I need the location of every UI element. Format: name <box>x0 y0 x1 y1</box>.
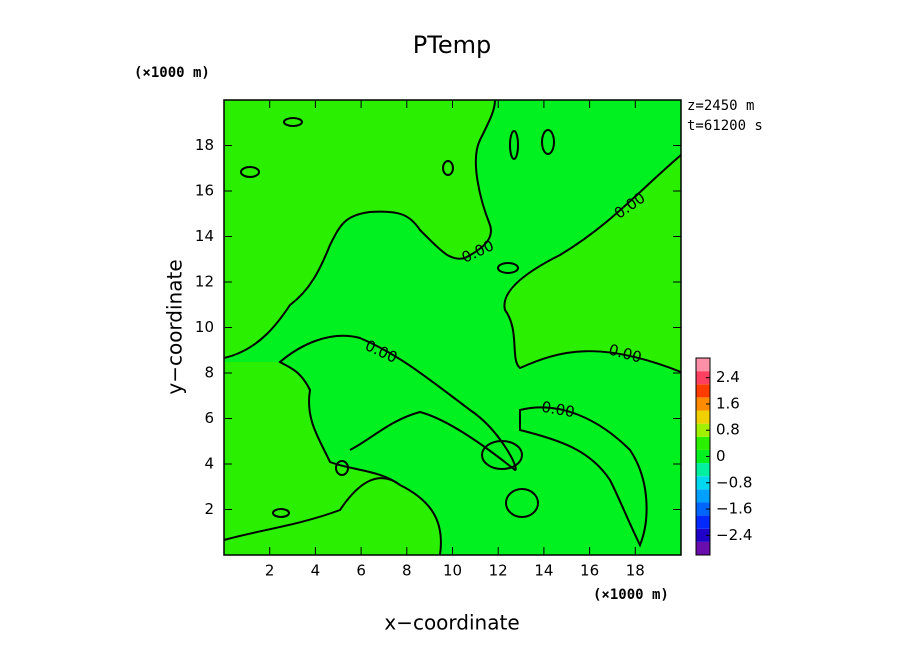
y-axis-label: y−coordinate <box>163 259 187 394</box>
y-tick-label: 2 <box>204 500 214 518</box>
y-tick-label: 16 <box>195 182 214 200</box>
colorbar-tick-label: −2.4 <box>716 526 752 544</box>
y-tick-label: 8 <box>204 364 214 382</box>
contour-line <box>505 488 539 518</box>
colorbar-band <box>696 436 710 450</box>
annotation: z=2450 m <box>687 98 754 114</box>
x-axis-label: x−coordinate <box>384 611 519 635</box>
colorbar-band <box>696 515 710 529</box>
colorbar-band <box>696 541 710 555</box>
x-tick-label: 4 <box>311 562 321 580</box>
y-tick-label: 14 <box>195 227 214 245</box>
colorbar-band <box>696 358 710 372</box>
colorbar-band <box>696 410 710 424</box>
y-tick-label: 12 <box>195 273 214 291</box>
x-tick-label: 14 <box>534 562 553 580</box>
contour-line <box>497 262 519 274</box>
y-tick-label: 4 <box>204 455 214 473</box>
contour-line <box>283 117 303 127</box>
x-tick-label: 2 <box>265 562 275 580</box>
contour-line <box>519 406 648 548</box>
x-tick-label: 8 <box>402 562 412 580</box>
colorbar-band <box>696 371 710 385</box>
colorbar-tick-label: −1.6 <box>716 500 752 518</box>
y-tick-label: 10 <box>195 318 214 336</box>
x-tick-label: 16 <box>580 562 599 580</box>
contour-line <box>442 160 454 176</box>
colorbar-tick-label: 0.8 <box>716 421 740 439</box>
colorbar-band <box>696 489 710 503</box>
contour-line <box>335 460 349 476</box>
x-unit: (×1000 m) <box>593 587 669 603</box>
colorbar-band <box>696 397 710 411</box>
x-tick-label: 6 <box>356 562 366 580</box>
contour-line <box>278 334 517 556</box>
contour-field <box>223 99 682 556</box>
colorbar-tick-label: −0.8 <box>716 473 752 491</box>
contour-line <box>272 508 290 518</box>
contour-label: 0.00 <box>540 398 576 422</box>
annotation: t=61200 s <box>687 118 763 134</box>
region-negative <box>224 100 681 555</box>
colorbar-band <box>696 449 710 464</box>
colorbar-tick-label: 1.6 <box>716 394 740 412</box>
y-unit: (×1000 m) <box>134 65 210 81</box>
x-tick-label: 12 <box>489 562 508 580</box>
colorbar-band <box>696 502 710 516</box>
colorbar-band <box>696 423 710 437</box>
chart-title: PTemp <box>413 31 491 59</box>
contour-line <box>481 440 523 470</box>
contour-line <box>223 99 496 359</box>
colorbar-band <box>696 463 710 477</box>
colorbar-tick-label: 2.4 <box>716 368 740 386</box>
colorbar-tick-label: 0 <box>716 447 726 465</box>
x-tick-label: 10 <box>443 562 462 580</box>
contour-line <box>223 477 401 541</box>
y-tick-label: 6 <box>204 409 214 427</box>
contour-line <box>509 130 519 160</box>
colorbar-band <box>696 528 710 542</box>
colorbar-frame <box>695 357 711 556</box>
y-tick-label: 18 <box>195 136 214 154</box>
colorbar-band <box>696 476 710 490</box>
contour-line <box>503 154 682 373</box>
x-tick-label: 18 <box>626 562 645 580</box>
contour-line <box>541 129 555 155</box>
colorbar-band <box>696 384 710 398</box>
contour-line <box>240 166 260 178</box>
